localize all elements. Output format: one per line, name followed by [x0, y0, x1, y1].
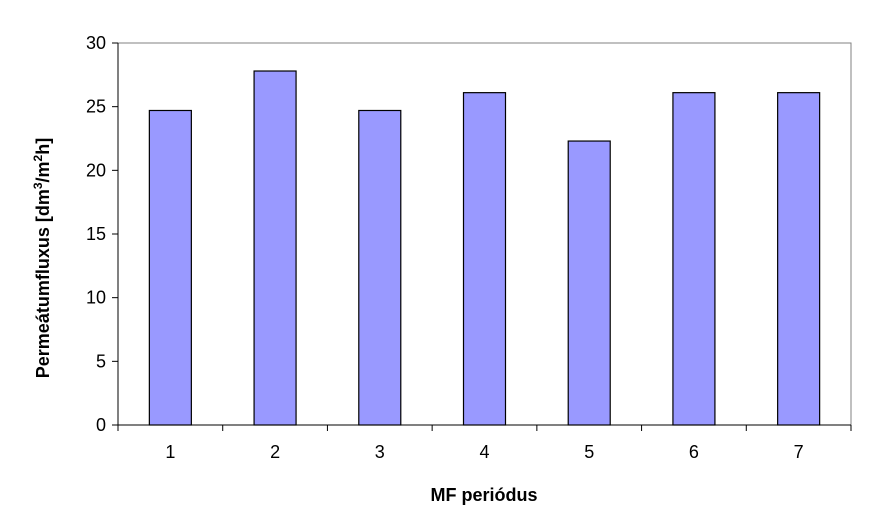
bar-2 — [253, 70, 297, 426]
bar-6 — [672, 92, 716, 426]
x-tick-label: 2 — [270, 442, 280, 462]
y-tick-label: 0 — [96, 415, 106, 435]
axes-group — [112, 42, 852, 431]
x-axis-title: MF periódus — [431, 485, 538, 505]
x-tick-label: 1 — [165, 442, 175, 462]
x-tick-label: 6 — [689, 442, 699, 462]
x-tick-label: 5 — [584, 442, 594, 462]
y-tick-label: 10 — [86, 288, 106, 308]
bars-group — [148, 70, 821, 426]
bar-4 — [462, 92, 507, 426]
y-axis-title-sup2: 2 — [31, 154, 45, 161]
y-axis-title-mid: /m — [33, 161, 53, 182]
y-tick-label: 5 — [96, 351, 106, 371]
y-axis-title: Permeátumfluxus [dm3/m2h] — [31, 138, 53, 378]
y-tick-label: 20 — [86, 160, 106, 180]
y-tick-labels: 0 5 10 15 20 25 30 — [86, 33, 106, 435]
y-axis-title-prefix: Permeátumfluxus [dm — [33, 189, 53, 378]
bar-3 — [358, 109, 402, 426]
x-tick-labels: 1 2 3 4 5 6 7 — [165, 442, 803, 462]
bar-1 — [148, 109, 192, 426]
x-tick-label: 3 — [375, 442, 385, 462]
y-axis-title-sup1: 3 — [31, 182, 45, 189]
y-tick-label: 15 — [86, 224, 106, 244]
x-tick-label: 7 — [794, 442, 804, 462]
bar-5 — [567, 140, 611, 426]
x-tick-label: 4 — [479, 442, 489, 462]
bar-7 — [777, 92, 821, 426]
y-tick-label: 30 — [86, 33, 106, 53]
y-tick-label: 25 — [86, 97, 106, 117]
y-axis-title-suffix: h] — [33, 138, 53, 155]
